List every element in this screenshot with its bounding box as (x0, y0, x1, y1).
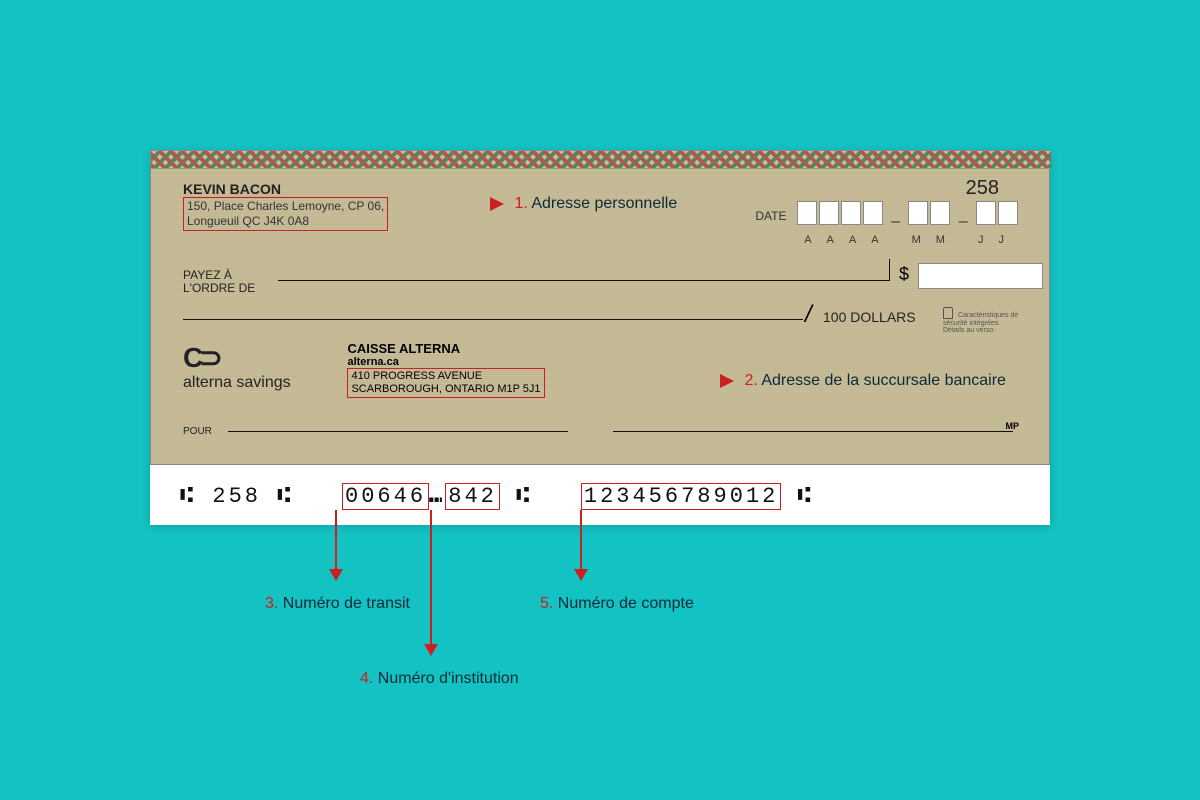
annotation-2: 2. Adresse de la succursale bancaire (720, 372, 1006, 390)
bank-address-line2: SCARBOROUGH, ONTARIO M1P 5J1 (351, 383, 540, 396)
lock-icon (943, 307, 953, 319)
annotation-4: 4. Numéro d'institution (360, 670, 519, 688)
date-format-letters: AAAA MM JJ (755, 234, 1019, 246)
annotation-3-text: Numéro de transit (283, 595, 410, 612)
annotation-3: 3. Numéro de transit (265, 595, 410, 613)
arrow-down-icon (580, 510, 582, 580)
memo-label: POUR (183, 426, 212, 437)
annotation-1-text: Adresse personnelle (531, 195, 677, 212)
annotation-2-text: Adresse de la succursale bancaire (761, 372, 1006, 389)
arrow-down-icon (430, 510, 432, 655)
logo-mark-icon: C⊃ (183, 341, 333, 374)
amount-box (918, 263, 1043, 289)
bank-text-block: CAISSE ALTERNA alterna.ca 410 PROGRESS A… (347, 341, 544, 398)
annotation-4-text: Numéro d'institution (378, 670, 519, 687)
arrow-right-icon (720, 374, 734, 388)
arrow-right-icon (490, 197, 504, 211)
decorative-border (151, 151, 1051, 169)
micr-line: ⑆ 258 ⑆ 00646⑉842 ⑆ 123456789012 ⑆ (150, 465, 1050, 525)
bank-block: C⊃ alterna savings CAISSE ALTERNA altern… (183, 341, 545, 398)
date-block: DATE – – AAAA MM JJ (755, 201, 1019, 246)
micr-symbol: ⑆ (516, 483, 532, 508)
micr-cheque-no: 258 (212, 484, 261, 509)
annotation-5-text: Numéro de compte (558, 595, 694, 612)
micr-symbol: ⑆ (180, 483, 196, 508)
signature-rule (613, 431, 1013, 432)
micr-dash: ⑉ (429, 483, 445, 508)
bank-name: CAISSE ALTERNA (347, 341, 544, 356)
bank-logo-text: alterna savings (183, 374, 333, 392)
currency-symbol: $ (899, 264, 909, 285)
pay-to-line: PAYEZ À L'ORDRE DE $ (183, 269, 1019, 295)
date-boxes: – – (796, 201, 1019, 231)
holder-address-highlight: 150, Place Charles Lemoyne, CP 06, Longu… (183, 197, 388, 231)
holder-address-line1: 150, Place Charles Lemoyne, CP 06, (187, 199, 384, 214)
bank-url: alterna.ca (347, 356, 544, 368)
bank-address-line1: 410 PROGRESS AVENUE (351, 370, 540, 383)
annotation-1: 1. 1. Adresse personnelle Adresse person… (490, 195, 677, 213)
bank-address-highlight: 410 PROGRESS AVENUE SCARBOROUGH, ONTARIO… (347, 368, 544, 398)
micr-symbol: ⑆ (798, 483, 814, 508)
payee-bracket (878, 259, 890, 281)
bank-logo: C⊃ alterna savings (183, 341, 333, 392)
security-features-text: Caractéristiques de sécurité intégrées. … (943, 305, 1019, 335)
memo-signature-line: POUR MP (183, 421, 1019, 439)
cheque-number: 258 (966, 177, 999, 200)
holder-name: KEVIN BACON (183, 181, 388, 197)
micr-symbol: ⑆ (277, 483, 293, 508)
hundred-dollars-label: 100 DOLLARS (823, 309, 916, 325)
holder-address-line2: Longueuil QC J4K 0A8 (187, 214, 384, 229)
words-rule (183, 319, 803, 320)
arrow-down-icon (335, 510, 337, 580)
micr-transit-highlight: 00646 (342, 483, 429, 510)
micr-account-highlight: 123456789012 (581, 483, 781, 510)
annotation-5: 5. Numéro de compte (540, 595, 694, 613)
words-slash: / (805, 301, 812, 329)
account-holder-block: KEVIN BACON 150, Place Charles Lemoyne, … (183, 181, 388, 231)
memo-rule (228, 431, 568, 432)
micr-institution-highlight: 842 (445, 483, 500, 510)
payee-rule (278, 280, 878, 281)
mp-label: MP (1006, 421, 1020, 431)
date-label: DATE (755, 209, 786, 223)
pay-to-label: PAYEZ À L'ORDRE DE (183, 269, 255, 295)
